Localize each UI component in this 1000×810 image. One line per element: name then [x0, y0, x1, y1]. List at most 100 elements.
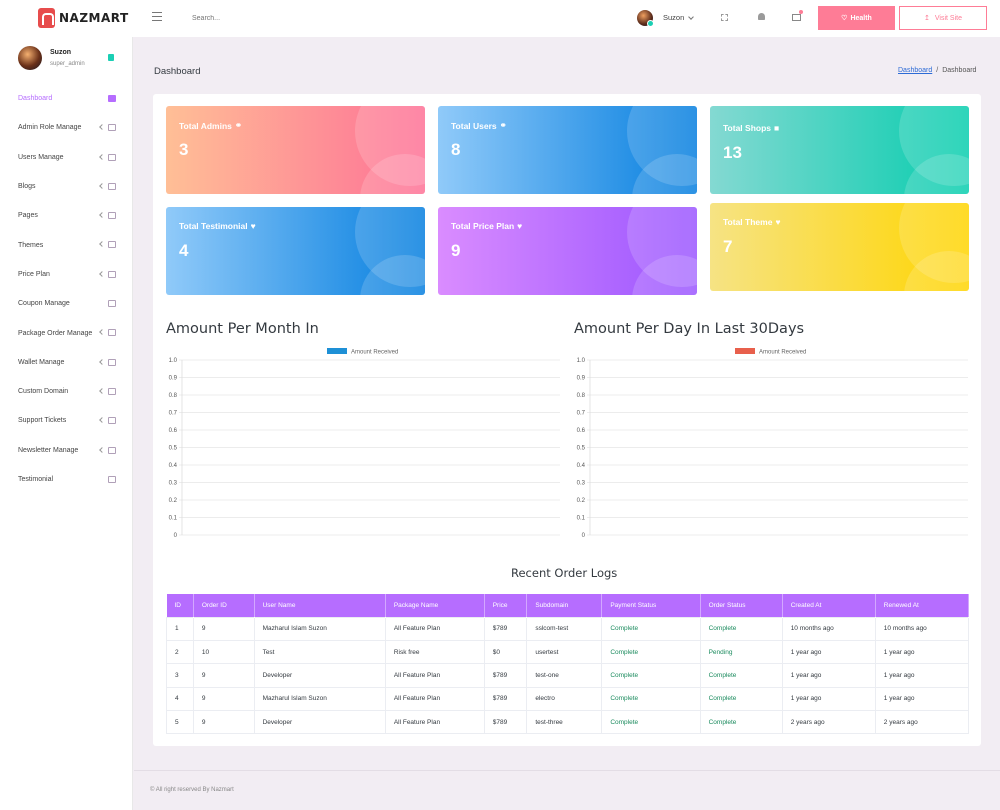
y-tick-label: 1.0 — [577, 358, 586, 364]
stat-label: Total Admins — [179, 120, 232, 131]
breadcrumb-link[interactable]: Dashboard — [898, 67, 933, 74]
sidebar-item-label: Users Manage — [18, 153, 64, 161]
table-cell: 2 years ago — [781, 710, 876, 735]
menu-item-icon — [108, 358, 116, 366]
chevron-down-icon[interactable] — [688, 14, 694, 20]
breadcrumb-separator: / — [936, 67, 939, 74]
table-row: 3 9 Developer All Feature Plan $789 test-one C… — [166, 663, 970, 688]
y-tick-label: 0.6 — [169, 428, 178, 434]
bookmark-icon — [108, 54, 114, 61]
y-tick-label: 0.8 — [577, 393, 586, 399]
sidebar-item-custom-domain[interactable]: Custom Domain — [0, 377, 133, 406]
stat-card-users: Total Users ⚭ 8 — [438, 106, 697, 194]
legend-swatch[interactable] — [735, 348, 755, 354]
stat-label: Total Testimonial — [179, 221, 248, 231]
column-header[interactable]: User Name — [254, 594, 386, 617]
stat-value: 4 — [179, 241, 189, 260]
table-cell: Risk free — [384, 639, 485, 665]
stat-card-admins: Total Admins ⚭ 3 — [166, 106, 425, 194]
table-cell: Developer — [253, 710, 386, 735]
sidebar-avatar[interactable] — [18, 46, 42, 70]
legend-label[interactable]: Amount Received — [759, 350, 806, 356]
menu-item-icon — [108, 153, 116, 161]
bell-icon[interactable] — [757, 13, 766, 22]
sidebar-item-package-order-manage[interactable]: Package Order Manage — [0, 318, 133, 347]
chart-amount-per-day: 1.0 0.9 0.8 0.7 0.6 0.5 0.4 0.3 0.2 0.1 0 Amount Re… — [577, 348, 968, 539]
table-cell: Developer — [253, 663, 386, 688]
sidebar-item-support-tickets[interactable]: Support Tickets — [0, 406, 133, 435]
column-header[interactable]: Order Status — [700, 594, 783, 617]
sidebar-item-admin-role-manage[interactable]: Admin Role Manage — [0, 113, 133, 142]
column-header[interactable]: ID — [166, 594, 194, 617]
menu-item-icon — [108, 387, 116, 395]
sidebar-item-newsletter-manage[interactable]: Newsletter Manage — [0, 436, 133, 465]
menu-toggle-icon[interactable] — [152, 12, 162, 21]
stat-label: Total Price Plan — [451, 221, 515, 231]
chevron-left-icon — [99, 417, 105, 424]
health-button[interactable]: ♡ Health — [818, 6, 895, 30]
y-tick-label: 0.5 — [577, 446, 586, 452]
table-row: 1 9 Mazharul Islam Suzon All Feature Plan $7… — [166, 616, 970, 641]
table-cell: 1 year ago — [781, 663, 876, 688]
brand-logo[interactable]: NAZMART — [38, 8, 129, 28]
table-cell: 2 years ago — [874, 710, 970, 735]
table-cell: $789 — [483, 663, 528, 688]
table-cell: Pending — [699, 639, 783, 665]
table-cell: All Feature Plan — [384, 686, 485, 712]
breadcrumb: Dashboard / Dashboard — [898, 67, 976, 74]
sidebar-item-testimonial[interactable]: Testimonial — [0, 465, 133, 494]
sidebar-item-wallet-manage[interactable]: Wallet Manage — [0, 348, 133, 377]
table-cell: $789 — [483, 686, 528, 712]
sidebar-item-coupon-manage[interactable]: Coupon Manage — [0, 289, 133, 318]
y-tick-label: 0.1 — [577, 516, 586, 522]
mail-icon[interactable] — [792, 14, 801, 21]
chevron-left-icon — [99, 241, 105, 248]
column-header[interactable]: Subdomain — [526, 594, 603, 617]
avatar[interactable] — [637, 10, 654, 27]
chevron-left-icon — [99, 446, 105, 453]
table-cell: $789 — [483, 616, 528, 641]
table-row: 2 10 Test Risk free $0 usertest Complete Pendin… — [166, 639, 970, 665]
table-cell: 3 — [166, 663, 194, 688]
legend-label[interactable]: Amount Received — [351, 350, 398, 356]
heartbeat-icon: ♡ — [841, 15, 848, 22]
sidebar-item-users-manage[interactable]: Users Manage — [0, 143, 133, 172]
legend-swatch[interactable] — [327, 348, 347, 354]
column-header[interactable]: Package Name — [385, 594, 485, 617]
sidebar-item-label: Support Tickets — [18, 417, 67, 425]
stat-value: 7 — [723, 237, 733, 256]
stat-label: Total Theme — [723, 217, 773, 227]
table-cell: 10 months ago — [874, 616, 970, 641]
menu-item-icon — [108, 270, 116, 278]
page-title: Dashboard — [154, 66, 201, 77]
y-tick-label: 0.3 — [577, 481, 586, 487]
fullscreen-icon[interactable] — [721, 14, 728, 21]
column-header[interactable]: Order ID — [193, 594, 255, 617]
sidebar-item-price-plan[interactable]: Price Plan — [0, 260, 133, 289]
column-header[interactable]: Created At — [782, 594, 876, 617]
stat-value: 3 — [179, 140, 189, 159]
visit-site-button[interactable]: ↥ Visit Site — [899, 6, 987, 30]
table-cell: Complete — [699, 663, 783, 688]
table-cell: $0 — [483, 639, 528, 665]
sidebar-item-dashboard[interactable]: Dashboard — [0, 84, 133, 113]
table-body: 1 9 Mazharul Islam Suzon All Feature Plan $7… — [166, 616, 970, 735]
y-tick-label: 0 — [582, 533, 586, 539]
health-label: Health — [850, 14, 872, 22]
users-icon: ⚭ — [234, 120, 243, 130]
table-cell: 5 — [166, 710, 194, 735]
nav-user-name[interactable]: Suzon — [663, 13, 685, 22]
sidebar-item-pages[interactable]: Pages — [0, 201, 133, 230]
column-header[interactable]: Renewed At — [875, 594, 970, 617]
search-input[interactable] — [192, 11, 392, 25]
y-tick-label: 0 — [174, 533, 178, 539]
stat-card-price-plan: Total Price Plan ♥ 9 — [438, 207, 697, 295]
visit-site-label: Visit Site — [934, 14, 962, 22]
sidebar-item-themes[interactable]: Themes — [0, 230, 133, 259]
column-header[interactable]: Price — [484, 594, 528, 617]
menu-item-icon — [108, 95, 116, 102]
table-cell: All Feature Plan — [384, 616, 485, 641]
column-header[interactable]: Payment Status — [601, 594, 701, 617]
top-navbar: NAZMART Suzon ♡ Health ↥ Visit Site — [0, 0, 1000, 37]
sidebar-item-blogs[interactable]: Blogs — [0, 172, 133, 201]
